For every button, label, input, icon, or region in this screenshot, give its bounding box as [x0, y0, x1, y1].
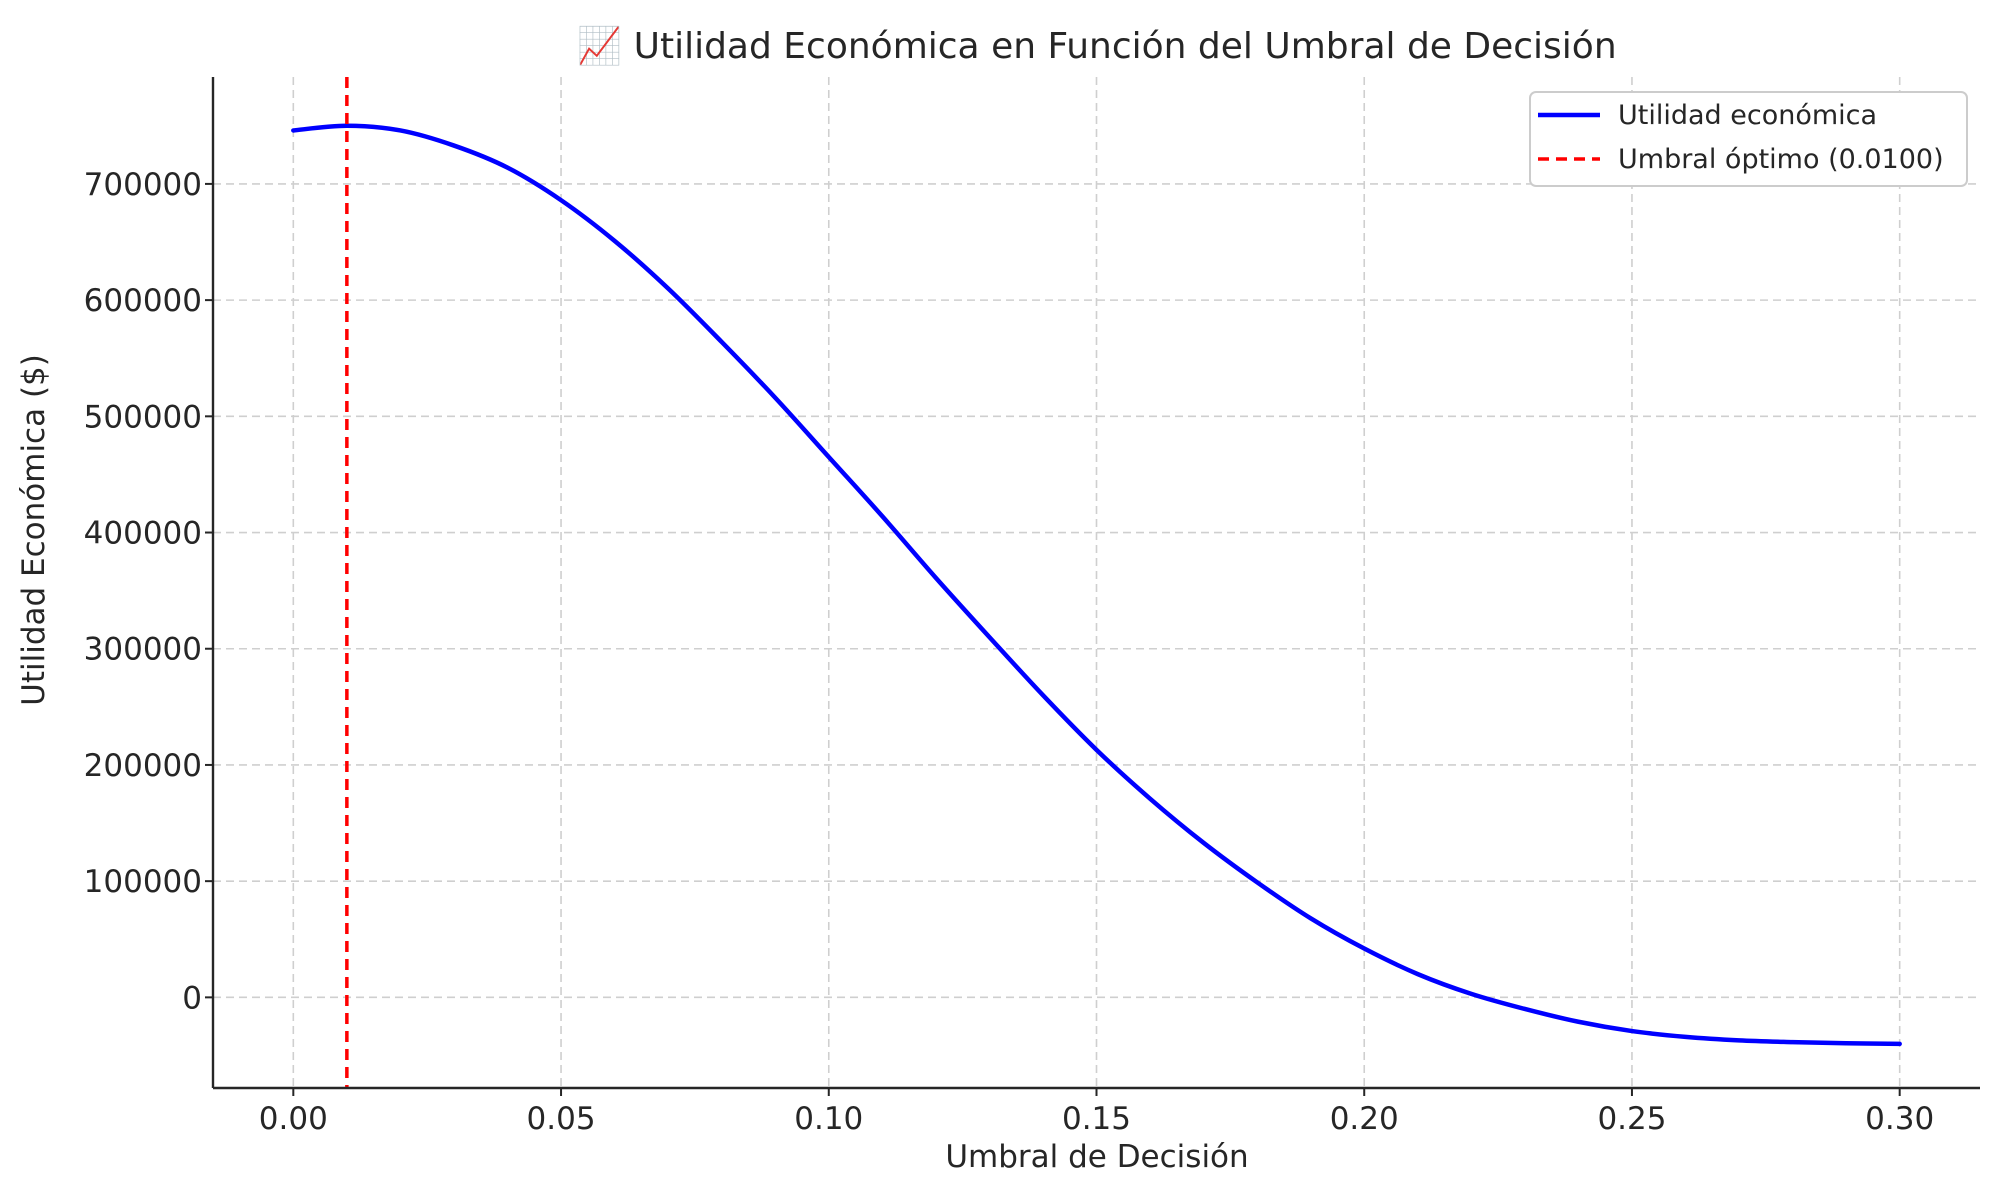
- y-tick-label-1: 100000: [84, 864, 202, 900]
- series-line-utilidad-economica: [291, 123, 1902, 1047]
- x-tick-label-0: 0.00: [259, 1101, 328, 1137]
- x-tick-label-3: 0.15: [1062, 1101, 1131, 1137]
- y-tick-label-4: 400000: [84, 516, 202, 552]
- y-tick-label-7: 700000: [84, 167, 202, 203]
- y-tick-label-2: 200000: [84, 748, 202, 784]
- y-tick-label-5: 500000: [84, 399, 202, 435]
- x-tick-label-4: 0.20: [1330, 1101, 1399, 1137]
- x-tick-label-1: 0.05: [527, 1101, 596, 1137]
- legend-label-umbral: Umbral óptimo (0.0100): [1618, 144, 1944, 175]
- y-axis-ticks: 0 100000 200000 300000 400000 500000 600000 700…: [84, 167, 213, 1016]
- y-tick-label-6: 600000: [84, 283, 202, 319]
- x-axis-label: Umbral de Decisión: [945, 1139, 1248, 1175]
- y-tick-label-0: 0: [182, 980, 202, 1016]
- legend: Utilidad económica Umbral óptimo (0.0100…: [1529, 91, 1968, 187]
- y-tick-label-3: 300000: [84, 632, 202, 668]
- x-tick-label-5: 0.25: [1597, 1101, 1666, 1137]
- x-tick-label-6: 0.30: [1865, 1101, 1934, 1137]
- y-axis-label: Utilidad Económica ($): [16, 354, 52, 706]
- chart-title: 📈 Utilidad Económica en Función del Umbr…: [577, 25, 1616, 67]
- series-layer: [291, 77, 1902, 1088]
- grid: [213, 77, 1980, 1088]
- x-axis-ticks: 0.00 0.05 0.10 0.15 0.20 0.25 0.30: [259, 1088, 1934, 1137]
- legend-label-utilidad: Utilidad económica: [1618, 100, 1877, 131]
- legend-box: [1529, 91, 1968, 187]
- x-tick-label-2: 0.10: [794, 1101, 863, 1137]
